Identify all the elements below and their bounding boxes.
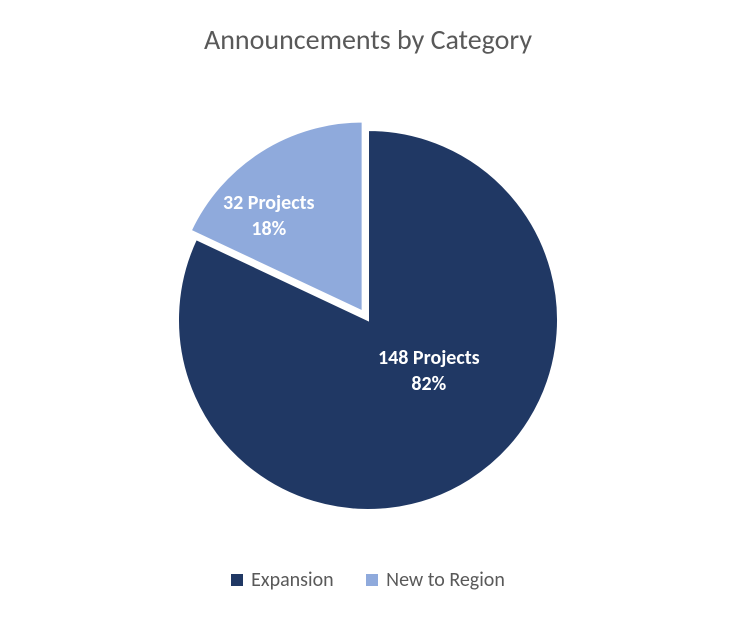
legend-swatch-new [366, 574, 378, 586]
slice-label-expansion-line2: 82% [411, 372, 446, 396]
legend: Expansion New to Region [0, 568, 736, 592]
pie-chart: 148 Projects 82% 32 Projects 18% [168, 120, 568, 520]
pie-svg [168, 120, 568, 520]
slice-label-new-line2: 18% [251, 217, 286, 241]
legend-item-new-to-region: New to Region [366, 568, 505, 592]
slice-label-expansion: 148 Projects 82% [378, 345, 480, 397]
legend-item-expansion: Expansion [231, 568, 334, 592]
legend-swatch-expansion [231, 574, 243, 586]
slice-label-new-line1: 32 Projects [223, 191, 315, 215]
slice-label-expansion-line1: 148 Projects [378, 346, 480, 370]
chart-container: Announcements by Category 148 Projects 8… [0, 0, 736, 634]
legend-label-expansion: Expansion [251, 568, 334, 592]
chart-title: Announcements by Category [0, 22, 736, 57]
legend-label-new: New to Region [386, 568, 505, 592]
slice-label-new-to-region: 32 Projects 18% [223, 190, 315, 242]
